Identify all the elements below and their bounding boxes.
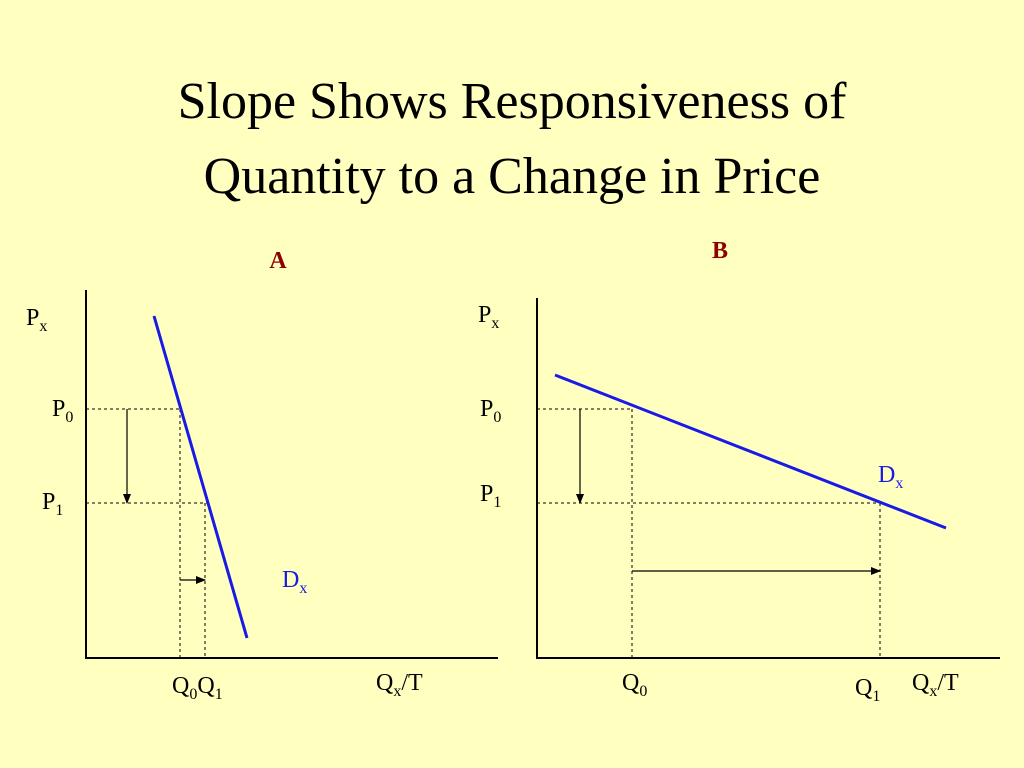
sub: 1 [215, 686, 223, 703]
main: P [480, 396, 493, 422]
price-label: P1 [480, 481, 501, 511]
demand-curve [554, 373, 947, 530]
sub: 0 [493, 409, 501, 426]
axis-label: Qx/T [912, 670, 959, 700]
panel-label: B [712, 238, 728, 264]
title-line: Slope Shows Responsiveness of [178, 73, 847, 130]
sub: 0 [189, 686, 197, 703]
demand-label: Dx [282, 567, 307, 597]
axis-label: Px [478, 302, 499, 332]
demand-curve [152, 315, 249, 639]
main: Q [197, 673, 214, 699]
suffix: /T [401, 670, 423, 696]
quantity-label: Q0Q1 [172, 673, 223, 703]
main: Q [855, 675, 872, 701]
sub: x [39, 318, 47, 335]
main: Q [376, 670, 393, 696]
main: D [282, 567, 299, 593]
quantity-label: Q1 [855, 675, 880, 705]
panel-a: A Px P0 P1 Q0Q1 Qx/T Dx [26, 248, 498, 703]
suffix: /T [937, 670, 959, 696]
sub: x [299, 580, 307, 597]
main: P [52, 396, 65, 422]
price-label: P1 [42, 489, 63, 519]
main: P [478, 302, 491, 328]
main: Q [912, 670, 929, 696]
sub: x [929, 683, 937, 700]
title-line: Quantity to a Change in Price [204, 148, 821, 205]
main: P [26, 305, 39, 331]
price-label: P0 [52, 396, 73, 426]
axis-label: Px [26, 305, 47, 335]
quantity-label: Q0 [622, 670, 647, 700]
main: P [480, 481, 493, 507]
axis-label: Qx/T [376, 670, 423, 700]
panel-label: A [269, 248, 287, 274]
sub: 1 [55, 502, 63, 519]
sub: 1 [493, 494, 501, 511]
panel-b: B Px P0 P1 Q0 Q1 Qx/T Dx [478, 238, 1000, 705]
main: Q [172, 673, 189, 699]
sub: x [895, 475, 903, 492]
sub: x [491, 315, 499, 332]
sub: x [393, 683, 401, 700]
main: P [42, 489, 55, 515]
main: Q [622, 670, 639, 696]
sub: 0 [65, 409, 73, 426]
main: D [878, 462, 895, 488]
sub: 0 [639, 683, 647, 700]
price-label: P0 [480, 396, 501, 426]
demand-label: Dx [878, 462, 903, 492]
sub: 1 [872, 688, 880, 705]
